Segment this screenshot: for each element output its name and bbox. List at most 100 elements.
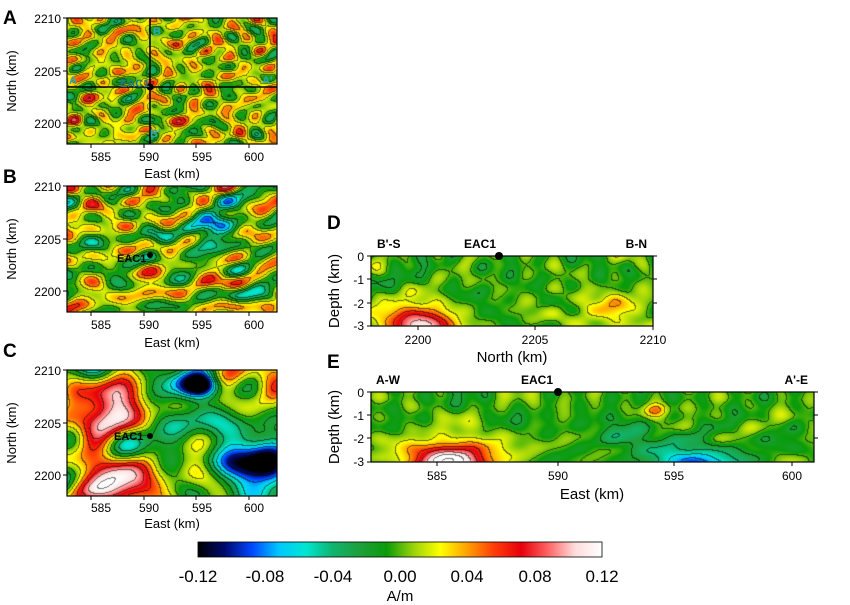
well-marker-a <box>146 83 154 91</box>
y-tick-label: 0 <box>357 386 364 400</box>
profile-a-end: A' <box>262 75 273 87</box>
y-tick-label: -2 <box>353 297 364 311</box>
y-tick-label: -3 <box>353 455 364 469</box>
y-ticks-e: 0 -1 -2 -3 <box>353 386 818 469</box>
well-label-a: EAC1 <box>120 78 149 90</box>
colorbar-tick: -0.04 <box>314 567 353 586</box>
x-tick-label: 585 <box>91 318 111 332</box>
colorbar-unit: A/m <box>387 588 414 605</box>
panel-label-b: B <box>3 167 17 188</box>
plot-frame-c <box>66 369 278 497</box>
panel-label-e: E <box>327 352 340 373</box>
y-axis-label-d: Depth (km) <box>326 254 343 328</box>
section-e-right-label: A'-E <box>784 373 808 387</box>
colorbar-ramp <box>197 541 603 558</box>
x-tick-label: 600 <box>782 469 802 483</box>
heatmap-a <box>67 18 277 144</box>
y-tick-label: 2210 <box>34 12 61 26</box>
colorbar-tick: 0.12 <box>585 567 618 586</box>
colorbar-tick: -0.08 <box>246 567 285 586</box>
x-tick-label: 590 <box>139 318 159 332</box>
x-tick-label: 590 <box>548 469 568 483</box>
x-ticks-e: 585 590 595 600 <box>427 462 802 483</box>
panel-label-d: D <box>327 213 341 234</box>
y-ticks-c: 2210 2205 2200 <box>34 364 67 483</box>
section-d-right-label: B-N <box>626 237 647 251</box>
y-tick-label: 2205 <box>34 233 61 247</box>
section-e <box>371 392 814 462</box>
x-tick-label: 2210 <box>640 333 667 347</box>
heatmap-c <box>67 370 277 496</box>
panel-label-c: C <box>3 341 17 362</box>
y-ticks-a: 2210 2205 2200 <box>34 12 67 131</box>
colorbar-tick: 0.04 <box>450 567 483 586</box>
y-ticks-d: 0 -1 -2 -3 <box>353 250 657 333</box>
x-tick-label: 600 <box>244 501 264 515</box>
x-axis-label-c: East (km) <box>144 516 200 531</box>
y-tick-label: -1 <box>353 409 364 423</box>
plot-frame-b <box>66 185 278 313</box>
profile-b-start: B <box>153 26 161 38</box>
well-label-d: EAC1 <box>464 237 496 251</box>
x-axis-label-a: East (km) <box>144 166 200 181</box>
y-tick-label: 0 <box>357 250 364 264</box>
panel-d: B'-S B-N EAC1 2200 2205 2210 0 -1 -2 -3 … <box>326 237 667 366</box>
y-tick-label: 2210 <box>34 180 61 194</box>
panel-c: EAC1 585 590 595 600 2210 2205 2200 East… <box>4 364 278 531</box>
profile-b-end: B' <box>150 128 161 140</box>
colorbar-tick: 0.00 <box>383 567 416 586</box>
plot-frame-a <box>66 17 278 145</box>
well-marker-b <box>147 252 153 258</box>
plot-frame-d <box>370 255 654 327</box>
y-axis-label-a: North (km) <box>4 50 19 111</box>
heatmap-b <box>67 186 277 312</box>
panel-e: A-W A'-E EAC1 585 590 595 600 0 -1 -2 -3… <box>326 373 818 503</box>
x-tick-label: 590 <box>139 150 159 164</box>
x-axis-label-d: North (km) <box>477 349 548 366</box>
x-ticks-c: 585 590 595 600 <box>90 496 264 515</box>
x-axis-label-e: East (km) <box>560 486 624 503</box>
x-tick-label: 2200 <box>405 333 432 347</box>
y-axis-label-e: Depth (km) <box>326 390 343 464</box>
colorbar-tick: 0.08 <box>518 567 551 586</box>
y-tick-label: 2200 <box>34 469 61 483</box>
y-axis-label-c: North (km) <box>4 402 19 463</box>
y-tick-label: -1 <box>353 273 364 287</box>
x-ticks-a: 585 590 595 600 <box>90 144 264 164</box>
section-e-left-label: A-W <box>376 373 401 387</box>
y-tick-label: 2200 <box>34 285 61 299</box>
well-label-c: EAC1 <box>114 431 143 443</box>
plot-frame-e <box>370 391 815 463</box>
panel-b: EAC1 585 590 595 600 2210 2205 2200 East… <box>4 180 278 350</box>
x-tick-label: 585 <box>91 501 111 515</box>
x-tick-label: 600 <box>244 150 264 164</box>
x-ticks-d: 2200 2205 2210 <box>405 326 667 347</box>
panel-a: EAC1 A A' B B' 585 590 595 600 2210 2205… <box>4 12 278 181</box>
section-d <box>371 256 653 326</box>
well-marker-e <box>554 388 562 396</box>
y-tick-label: 2205 <box>34 65 61 79</box>
well-label-b: EAC1 <box>117 253 146 265</box>
well-marker-c <box>147 433 153 439</box>
x-tick-label: 585 <box>427 469 447 483</box>
y-tick-label: 2200 <box>34 117 61 131</box>
x-tick-label: 595 <box>192 501 212 515</box>
y-tick-label: 2210 <box>34 364 61 378</box>
x-ticks-b: 585 590 595 600 <box>90 312 264 332</box>
y-ticks-b: 2210 2205 2200 <box>34 180 67 299</box>
section-d-left-label: B'-S <box>377 237 401 251</box>
colorbar: -0.12 -0.08 -0.04 0.00 0.04 0.08 0.12 A/… <box>179 541 619 605</box>
y-tick-label: -3 <box>353 319 364 333</box>
x-tick-label: 2205 <box>522 333 549 347</box>
x-tick-label: 595 <box>664 469 684 483</box>
x-tick-label: 590 <box>139 501 159 515</box>
well-marker-d <box>495 252 503 260</box>
x-tick-label: 595 <box>192 318 212 332</box>
x-tick-label: 595 <box>192 150 212 164</box>
x-tick-label: 585 <box>91 150 111 164</box>
well-label-e: EAC1 <box>521 373 553 387</box>
colorbar-tick: -0.12 <box>179 567 218 586</box>
y-tick-label: -2 <box>353 432 364 446</box>
profile-a-start: A <box>69 75 77 87</box>
